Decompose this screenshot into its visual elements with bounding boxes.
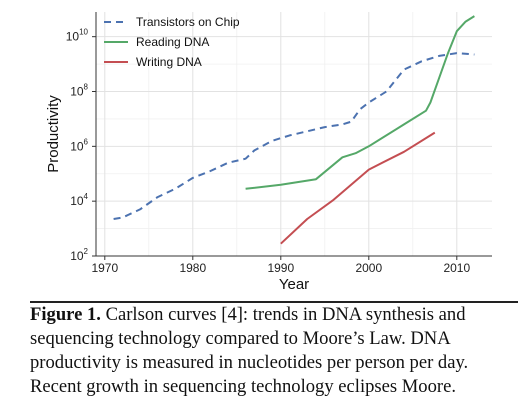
x-axis-title: Year xyxy=(279,276,309,293)
y-tick-label: 108 xyxy=(70,83,88,99)
y-tick-label: 106 xyxy=(70,137,88,153)
y-axis-title: Productivity xyxy=(45,95,62,173)
x-tick-label: 2000 xyxy=(355,261,382,275)
x-tick-label: 1990 xyxy=(267,261,294,275)
y-tick-label: 104 xyxy=(70,192,88,208)
y-tick-label: 1010 xyxy=(66,28,89,44)
legend-label-0: Transistors on Chip xyxy=(136,15,240,29)
caption-label: Figure 1. xyxy=(30,304,101,325)
chart-figure: 1970 1980 1990 2000 2010 102 104 106 108 1010 Year… xyxy=(45,12,492,293)
x-tick-label: 1970 xyxy=(91,261,118,275)
x-tick-label: 1980 xyxy=(179,261,206,275)
y-tick-label: 102 xyxy=(70,247,88,263)
plot-panel xyxy=(96,12,492,256)
figure-caption: Figure 1. Carlson curves [4]: trends in … xyxy=(30,303,518,399)
series-line-2 xyxy=(280,131,436,245)
x-tick-label: 2010 xyxy=(443,261,470,275)
series-line-1 xyxy=(245,15,475,190)
caption-text: Carlson curves [4]: trends in DNA synthe… xyxy=(30,304,469,397)
legend-label-1: Reading DNA xyxy=(136,35,209,49)
legend-label-2: Writing DNA xyxy=(136,55,202,69)
caption-rule xyxy=(30,301,518,303)
chart-svg: 1970 1980 1990 2000 2010 102 104 106 108 1010 Year… xyxy=(45,12,492,293)
